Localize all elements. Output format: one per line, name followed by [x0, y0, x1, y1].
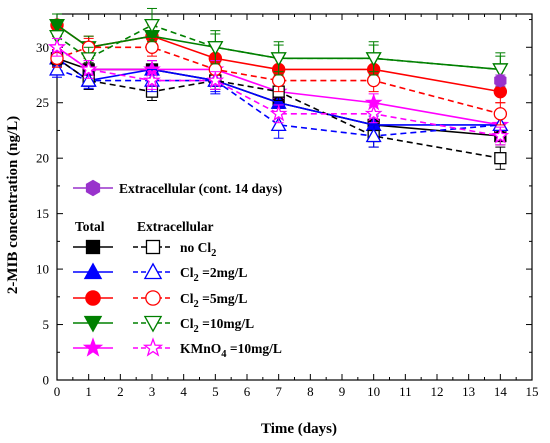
x-tick-label: 5 [212, 384, 219, 399]
data-point [365, 52, 382, 67]
x-tick-label: 9 [339, 384, 346, 399]
legend-marker [83, 315, 103, 333]
data-point [80, 52, 97, 67]
legend-header-total: Total [75, 219, 105, 234]
series-layer [48, 7, 510, 170]
y-tick-label: 20 [36, 151, 49, 166]
data-point [494, 152, 507, 165]
y-tick-label: 10 [36, 262, 49, 277]
legend-marker [142, 337, 164, 357]
y-tick-label: 15 [36, 206, 49, 221]
x-tick-label: 1 [85, 384, 92, 399]
legend-marker [145, 239, 161, 255]
legend-marker [85, 239, 101, 255]
legend-label: no Cl2 [180, 240, 216, 259]
data-point [270, 116, 287, 132]
y-axis: 0 5 10 15 20 25 30 [36, 19, 532, 388]
x-tick-label: 11 [399, 384, 412, 399]
y-tick-label: 5 [43, 317, 50, 332]
legend-header-extracellular: Extracellular [137, 219, 213, 234]
legend-marker [83, 262, 103, 280]
legend-marker [143, 315, 163, 333]
legend-label: Cl2 =5mg/L [180, 291, 247, 310]
x-tick-label: 3 [149, 384, 156, 399]
x-tick-label: 12 [431, 384, 444, 399]
legend-marker [85, 179, 101, 197]
legend-label: Cl2 =10mg/L [180, 316, 254, 335]
x-tick-label: 10 [367, 384, 380, 399]
data-point [491, 126, 510, 144]
y-tick-label: 0 [43, 373, 50, 388]
data-point [145, 40, 159, 54]
x-tick-label: 15 [526, 384, 539, 399]
x-tick-label: 8 [307, 384, 314, 399]
data-point [48, 37, 66, 55]
legend: Extracellular (cont. 14 days) Total Extrac… [73, 179, 282, 360]
data-point [493, 107, 508, 121]
legend-marker [145, 290, 161, 306]
legend-marker [82, 337, 104, 357]
legend-label: KMnO4 =10mg/L [180, 341, 282, 360]
x-axis: 0 1 2 3 4 5 6 7 8 9 10 11 12 13 14 15 [54, 14, 539, 399]
x-axis-title: Time (days) [261, 421, 337, 437]
data-point [271, 73, 286, 88]
series-extracellular-cont-14-days- [494, 73, 507, 88]
series-extracellular-kmno4-10mg-l [48, 37, 510, 146]
data-point [364, 104, 383, 122]
x-tick-label: 4 [180, 384, 187, 399]
data-point [207, 41, 224, 56]
data-point [80, 72, 97, 87]
data-point [79, 60, 98, 78]
data-point [366, 73, 381, 88]
y-axis-title: 2-MIB concentration (ng/L) [5, 116, 21, 294]
data-point [49, 30, 65, 45]
data-point [365, 127, 382, 143]
x-tick-label: 6 [244, 384, 251, 399]
y-tick-label: 30 [36, 40, 49, 55]
data-point [143, 71, 161, 89]
data-point [269, 104, 288, 122]
data-point [492, 63, 509, 78]
data-point [270, 52, 287, 67]
data-point [494, 73, 507, 88]
legend-label: Extracellular (cont. 14 days) [119, 181, 282, 196]
legend-marker [143, 262, 163, 280]
legend-marker [85, 290, 101, 306]
x-tick-label: 7 [275, 384, 282, 399]
data-point [49, 61, 65, 76]
x-tick-label: 0 [54, 384, 61, 399]
data-point [144, 18, 160, 34]
y-tick-label: 25 [36, 95, 49, 110]
x-tick-label: 2 [117, 384, 124, 399]
x-tick-label: 13 [462, 384, 475, 399]
x-tick-label: 14 [494, 384, 508, 399]
data-point [206, 71, 225, 89]
legend-label: Cl2 =2mg/L [180, 265, 247, 284]
